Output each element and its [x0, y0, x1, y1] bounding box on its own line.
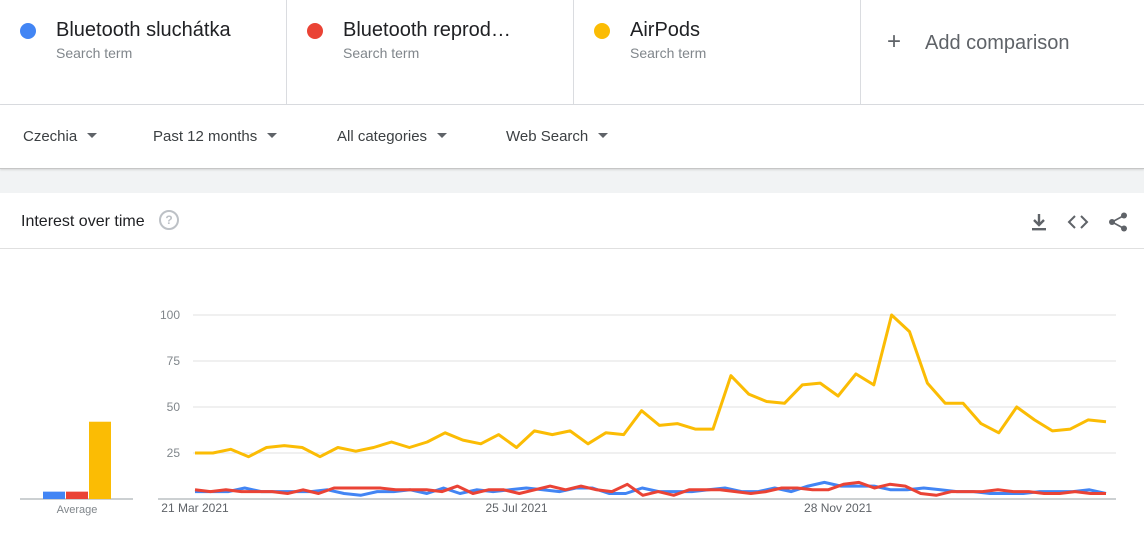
caret-down-icon	[598, 133, 609, 138]
chart-series	[194, 313, 1107, 497]
x-axis-labels: 21 Mar 2021 25 Jul 2021 28 Nov 2021	[161, 501, 872, 515]
add-comparison-button[interactable]: + Add comparison	[861, 0, 1144, 104]
region-dropdown[interactable]: Czechia	[23, 128, 98, 145]
download-icon[interactable]	[1028, 211, 1050, 233]
x-tick-label: 25 Jul 2021	[485, 501, 547, 515]
y-tick-label: 50	[167, 400, 181, 414]
series-line	[195, 313, 1107, 459]
average-label: Average	[57, 504, 98, 516]
region-value: Czechia	[23, 128, 78, 145]
average-bar	[89, 421, 111, 499]
share-icon[interactable]	[1107, 211, 1129, 233]
search-term-name[interactable]: Bluetooth sluchátka	[56, 19, 231, 41]
y-tick-label: 25	[167, 446, 181, 460]
y-tick-label: 75	[167, 354, 181, 368]
time-range-dropdown[interactable]: Past 12 months	[153, 128, 278, 145]
card-header: Interest over time ?	[0, 193, 1144, 249]
time-range-value: Past 12 months	[153, 128, 258, 145]
search-term-type: Search term	[343, 45, 420, 61]
interest-chart: 25 50 75 100 Average 21 Mar 2021 25 Jul 2021…	[20, 308, 1116, 516]
average-bar	[43, 491, 65, 499]
embed-code-icon[interactable]	[1067, 211, 1089, 233]
search-term-2[interactable]: Bluetooth reprodu… Search term	[287, 0, 574, 104]
series-line	[194, 480, 1106, 497]
search-term-1[interactable]: Bluetooth sluchátka Search term	[0, 0, 287, 104]
search-type-value: Web Search	[506, 128, 589, 145]
category-value: All categories	[337, 128, 428, 145]
series-color-dot	[594, 23, 610, 39]
search-term-name[interactable]: AirPods	[630, 19, 701, 41]
help-icon[interactable]: ?	[159, 210, 179, 230]
search-terms-bar: Bluetooth sluchátka Search term Bluetoot…	[0, 0, 1144, 105]
category-dropdown[interactable]: All categories	[337, 128, 448, 145]
x-tick-label: 28 Nov 2021	[804, 501, 872, 515]
series-color-dot	[20, 23, 36, 39]
plus-icon: +	[887, 28, 902, 55]
add-comparison-label: Add comparison	[925, 32, 1070, 54]
average-bar	[66, 491, 88, 499]
filters-bar: Czechia Past 12 months All categories We…	[0, 105, 1144, 169]
search-term-name[interactable]: Bluetooth reprodu…	[343, 19, 519, 41]
interest-over-time-card: Interest over time ? 25 50 75 100 Average 2…	[0, 193, 1144, 560]
series-color-dot	[307, 23, 323, 39]
card-title: Interest over time	[21, 213, 145, 230]
search-type-dropdown[interactable]: Web Search	[506, 128, 609, 145]
average-bars: Average	[20, 421, 133, 516]
caret-down-icon	[267, 133, 278, 138]
caret-down-icon	[437, 133, 448, 138]
search-term-type: Search term	[56, 45, 133, 61]
chart-grid: 25 50 75 100	[158, 308, 1116, 500]
x-tick-label: 21 Mar 2021	[161, 501, 229, 515]
y-tick-label: 100	[160, 308, 180, 322]
search-term-3[interactable]: AirPods Search term	[574, 0, 861, 104]
search-term-type: Search term	[630, 45, 707, 61]
caret-down-icon	[87, 133, 98, 138]
